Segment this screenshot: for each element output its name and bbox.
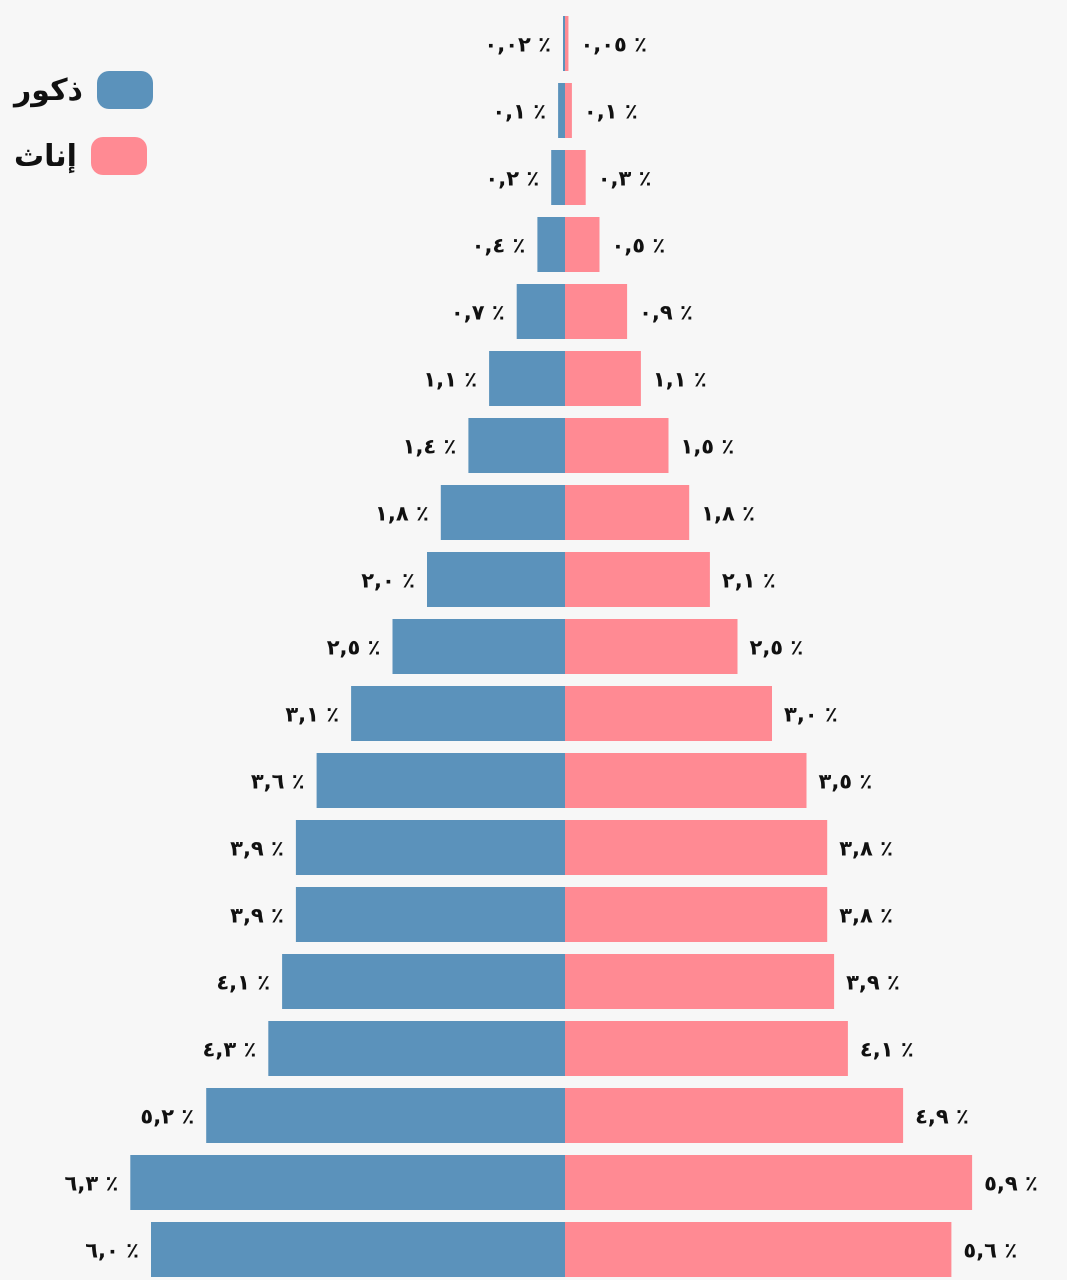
value-label-males: ٢,٠ ٪ <box>361 569 415 593</box>
legend-swatch-females <box>90 137 147 175</box>
value-label-males: ١,٤ ٪ <box>403 435 457 459</box>
value-label-females: ٣,٨ ٪ <box>839 837 893 861</box>
value-label-males: ١,١ ٪ <box>423 368 477 392</box>
value-label-males: ٠,١ ٪ <box>492 100 546 124</box>
bar-females <box>565 418 669 473</box>
legend-swatch-males <box>96 71 153 109</box>
bar-females <box>565 485 690 540</box>
bar-females <box>565 619 738 674</box>
value-label-males: ٤,٣ ٪ <box>203 1038 257 1062</box>
value-label-males: ٣,٩ ٪ <box>230 904 284 928</box>
bar-females <box>565 954 835 1009</box>
bar-females <box>565 284 628 339</box>
value-label-females: ٠,٣ ٪ <box>598 167 652 191</box>
value-label-females: ٣,٩ ٪ <box>846 971 900 995</box>
bar-males <box>563 16 565 71</box>
bar-males <box>468 418 565 473</box>
bar-females <box>565 753 807 808</box>
legend-item-males: ذكور <box>14 70 153 110</box>
bar-males <box>440 485 565 540</box>
value-label-males: ٣,٦ ٪ <box>251 770 305 794</box>
value-label-males: ٥,٢ ٪ <box>140 1105 194 1129</box>
bar-females <box>565 16 569 71</box>
bar-males <box>282 954 565 1009</box>
value-label-males: ٢,٥ ٪ <box>327 636 381 660</box>
bar-females <box>565 217 600 272</box>
value-label-males: ٣,١ ٪ <box>285 703 339 727</box>
bar-females <box>565 1222 952 1277</box>
value-label-females: ٠,١ ٪ <box>584 100 638 124</box>
value-label-females: ٢,٥ ٪ <box>750 636 804 660</box>
bar-males <box>427 552 565 607</box>
value-label-females: ٣,٥ ٪ <box>819 770 873 794</box>
bar-males <box>392 619 565 674</box>
bar-males <box>489 351 565 406</box>
bar-females <box>565 820 828 875</box>
legend-label-females: إناث <box>14 138 77 174</box>
value-label-females: ٠,٥ ٪ <box>612 234 666 258</box>
bar-females <box>565 1155 973 1210</box>
bar-males <box>537 217 565 272</box>
bar-males <box>295 887 565 942</box>
value-label-males: ٠,٠٢ ٪ <box>484 33 551 57</box>
value-label-females: ٠,٩ ٪ <box>639 301 693 325</box>
bar-females <box>565 1088 904 1143</box>
bar-females <box>565 83 572 138</box>
value-label-females: ١,٨ ٪ <box>701 502 755 526</box>
bar-males <box>268 1021 565 1076</box>
value-label-males: ٦,٠ ٪ <box>85 1239 139 1263</box>
bar-males <box>130 1155 566 1210</box>
bar-females <box>565 150 586 205</box>
bar-females <box>565 351 641 406</box>
value-label-females: ٠,٠٥ ٪ <box>580 33 647 57</box>
bar-females <box>565 552 710 607</box>
value-label-females: ٣,٠ ٪ <box>784 703 838 727</box>
bar-females <box>565 887 828 942</box>
bar-males <box>351 686 565 741</box>
bar-females <box>565 686 772 741</box>
value-label-females: ٤,١ ٪ <box>860 1038 914 1062</box>
value-label-females: ٣,٨ ٪ <box>839 904 893 928</box>
bar-males <box>316 753 565 808</box>
legend-item-females: إناث <box>14 136 153 176</box>
bar-males <box>516 284 565 339</box>
value-label-males: ٠,٤ ٪ <box>472 234 526 258</box>
value-label-males: ٤,١ ٪ <box>216 971 270 995</box>
value-label-females: ٥,٦ ٪ <box>963 1239 1017 1263</box>
value-label-males: ٦,٣ ٪ <box>65 1172 119 1196</box>
value-label-females: ٥,٩ ٪ <box>984 1172 1038 1196</box>
value-label-males: ٠,٧ ٪ <box>451 301 505 325</box>
value-label-females: ٤,٩ ٪ <box>915 1105 969 1129</box>
value-label-males: ٠,٢ ٪ <box>485 167 539 191</box>
legend-label-males: ذكور <box>14 72 83 108</box>
bar-males <box>558 83 565 138</box>
value-label-males: ٣,٩ ٪ <box>230 837 284 861</box>
bar-males <box>295 820 565 875</box>
value-label-females: ١,٥ ٪ <box>681 435 735 459</box>
bar-males <box>151 1222 565 1277</box>
value-label-males: ١,٨ ٪ <box>375 502 429 526</box>
bar-males <box>206 1088 565 1143</box>
bar-females <box>565 1021 848 1076</box>
chart-legend: ذكور إناث <box>14 70 153 176</box>
value-label-females: ٢,١ ٪ <box>722 569 776 593</box>
value-label-females: ١,١ ٪ <box>653 368 707 392</box>
bar-males <box>551 150 565 205</box>
